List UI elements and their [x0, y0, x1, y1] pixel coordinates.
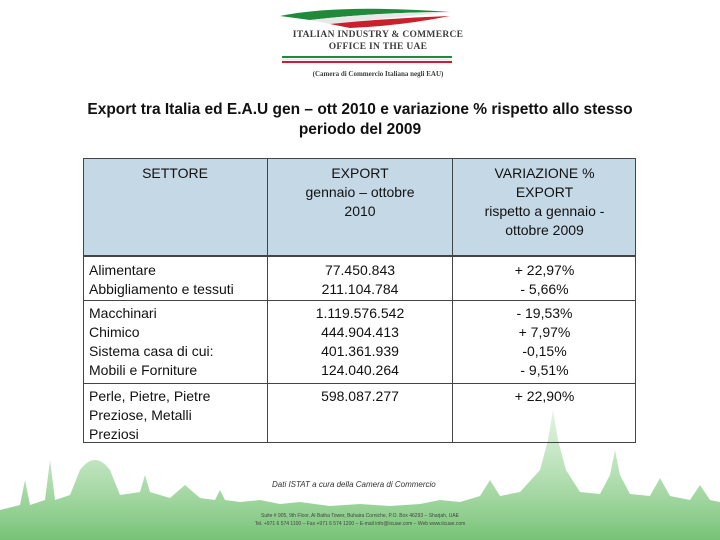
- row-2-variazione: - 19,53% + 7,97% -0,15% - 9,51%: [516, 305, 573, 378]
- logo: ITALIAN INDUSTRY & COMMERCE OFFICE IN TH…: [270, 8, 463, 80]
- header-variazione: VARIAZIONE % EXPORT rispetto a gennaio -…: [484, 165, 605, 238]
- row-3-export: 598.087.277: [321, 388, 399, 404]
- source-note: Dati ISTAT a cura della Camera di Commer…: [272, 480, 436, 489]
- logo-line-2: OFFICE IN THE UAE: [328, 42, 428, 52]
- row-2-export: 1.119.576.542 444.904.413 401.361.939 12…: [315, 305, 405, 378]
- row-3-variazione: + 22,90%: [514, 388, 575, 404]
- row-2-settore: Macchinari Chimico Sistema casa di cui: …: [89, 305, 214, 378]
- logo-emblem: [280, 8, 452, 63]
- row-1-variazione: + 22,97% - 5,66%: [514, 262, 575, 297]
- logo-line-1: ITALIAN INDUSTRY & COMMERCE: [292, 30, 464, 40]
- row-1-settore: Alimentare Abbigliamento e tessuti: [89, 262, 234, 297]
- row-separator-2: [83, 383, 636, 384]
- skyline-decoration: [0, 410, 720, 540]
- header-settore: SETTORE: [142, 165, 208, 181]
- header-export: EXPORT gennaio – ottobre 2010: [305, 165, 415, 219]
- row-separator-0: [83, 256, 636, 257]
- row-3-settore: Perle, Pietre, Pietre Preziose, Metalli …: [89, 388, 211, 442]
- slide-title: Export tra Italia ed E.A.U gen – ott 201…: [87, 101, 633, 138]
- row-separator-3: [83, 442, 636, 443]
- logo-line-3: (Camera di Commercio Italiana negli EAU): [312, 70, 444, 78]
- export-table: SETTORE EXPORT gennaio – ottobre 2010 VA…: [83, 158, 636, 443]
- footer-address: Suite # 905, 9th Floor, Al Batha Tower, …: [254, 513, 466, 527]
- row-separator-1: [83, 300, 636, 301]
- table-header: [83, 158, 636, 256]
- row-1-export: 77.450.843 211.104.784: [321, 262, 399, 297]
